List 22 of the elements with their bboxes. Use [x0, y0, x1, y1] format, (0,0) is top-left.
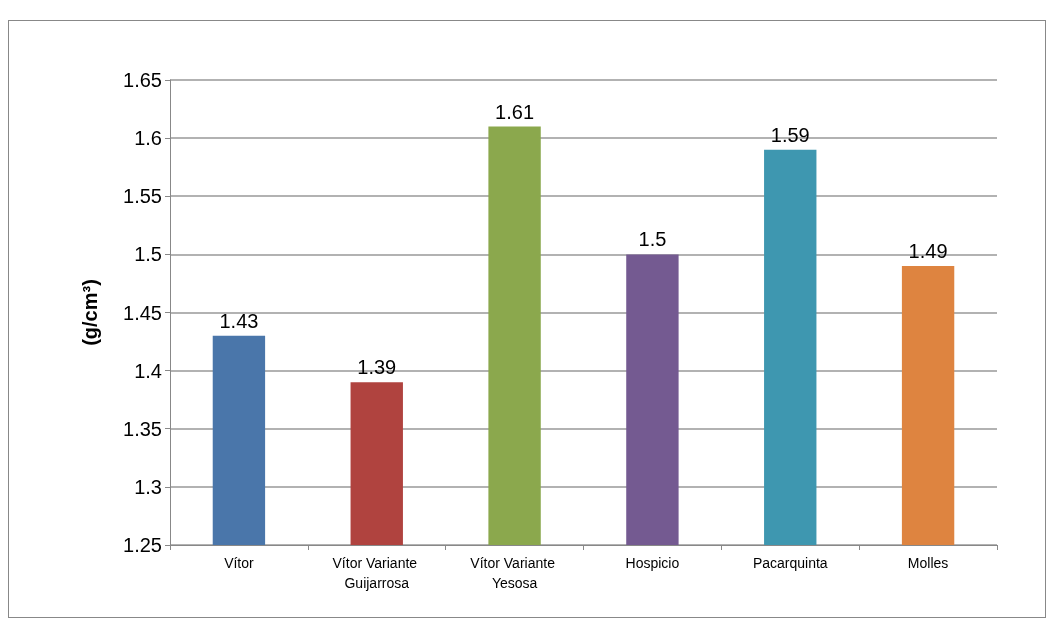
x-tick-label: Hospicio	[625, 555, 680, 571]
x-tick-label: Vítor Variante Guijarrosa	[332, 555, 421, 591]
data-label: 1.61	[495, 100, 535, 123]
x-tick-label: Vítor Variante Yesosa	[470, 555, 559, 591]
y-tick-label: 1.35	[123, 417, 162, 440]
y-tick-label: 1.5	[134, 243, 162, 266]
x-tick-label: Molles	[907, 555, 949, 571]
x-tick-label: Pacarquinta	[752, 555, 828, 571]
data-label: 1.5	[638, 228, 667, 251]
y-tick-label: 1.3	[134, 475, 162, 498]
y-tick-label: 1.4	[134, 359, 162, 382]
y-tick-label: 1.6	[134, 127, 162, 150]
y-axis-title: (g/cm³)	[79, 279, 101, 346]
y-tick-label: 1.65	[123, 69, 162, 91]
x-tick-label: Vítor	[224, 555, 255, 571]
data-label: 1.59	[770, 123, 810, 146]
y-tick-label: 1.55	[123, 185, 162, 208]
data-label: 1.43	[219, 309, 259, 332]
y-tick-label: 1.45	[123, 301, 162, 324]
data-label: 1.39	[357, 356, 397, 379]
y-tick-label: 1.25	[123, 534, 162, 556]
data-label: 1.49	[908, 240, 948, 262]
